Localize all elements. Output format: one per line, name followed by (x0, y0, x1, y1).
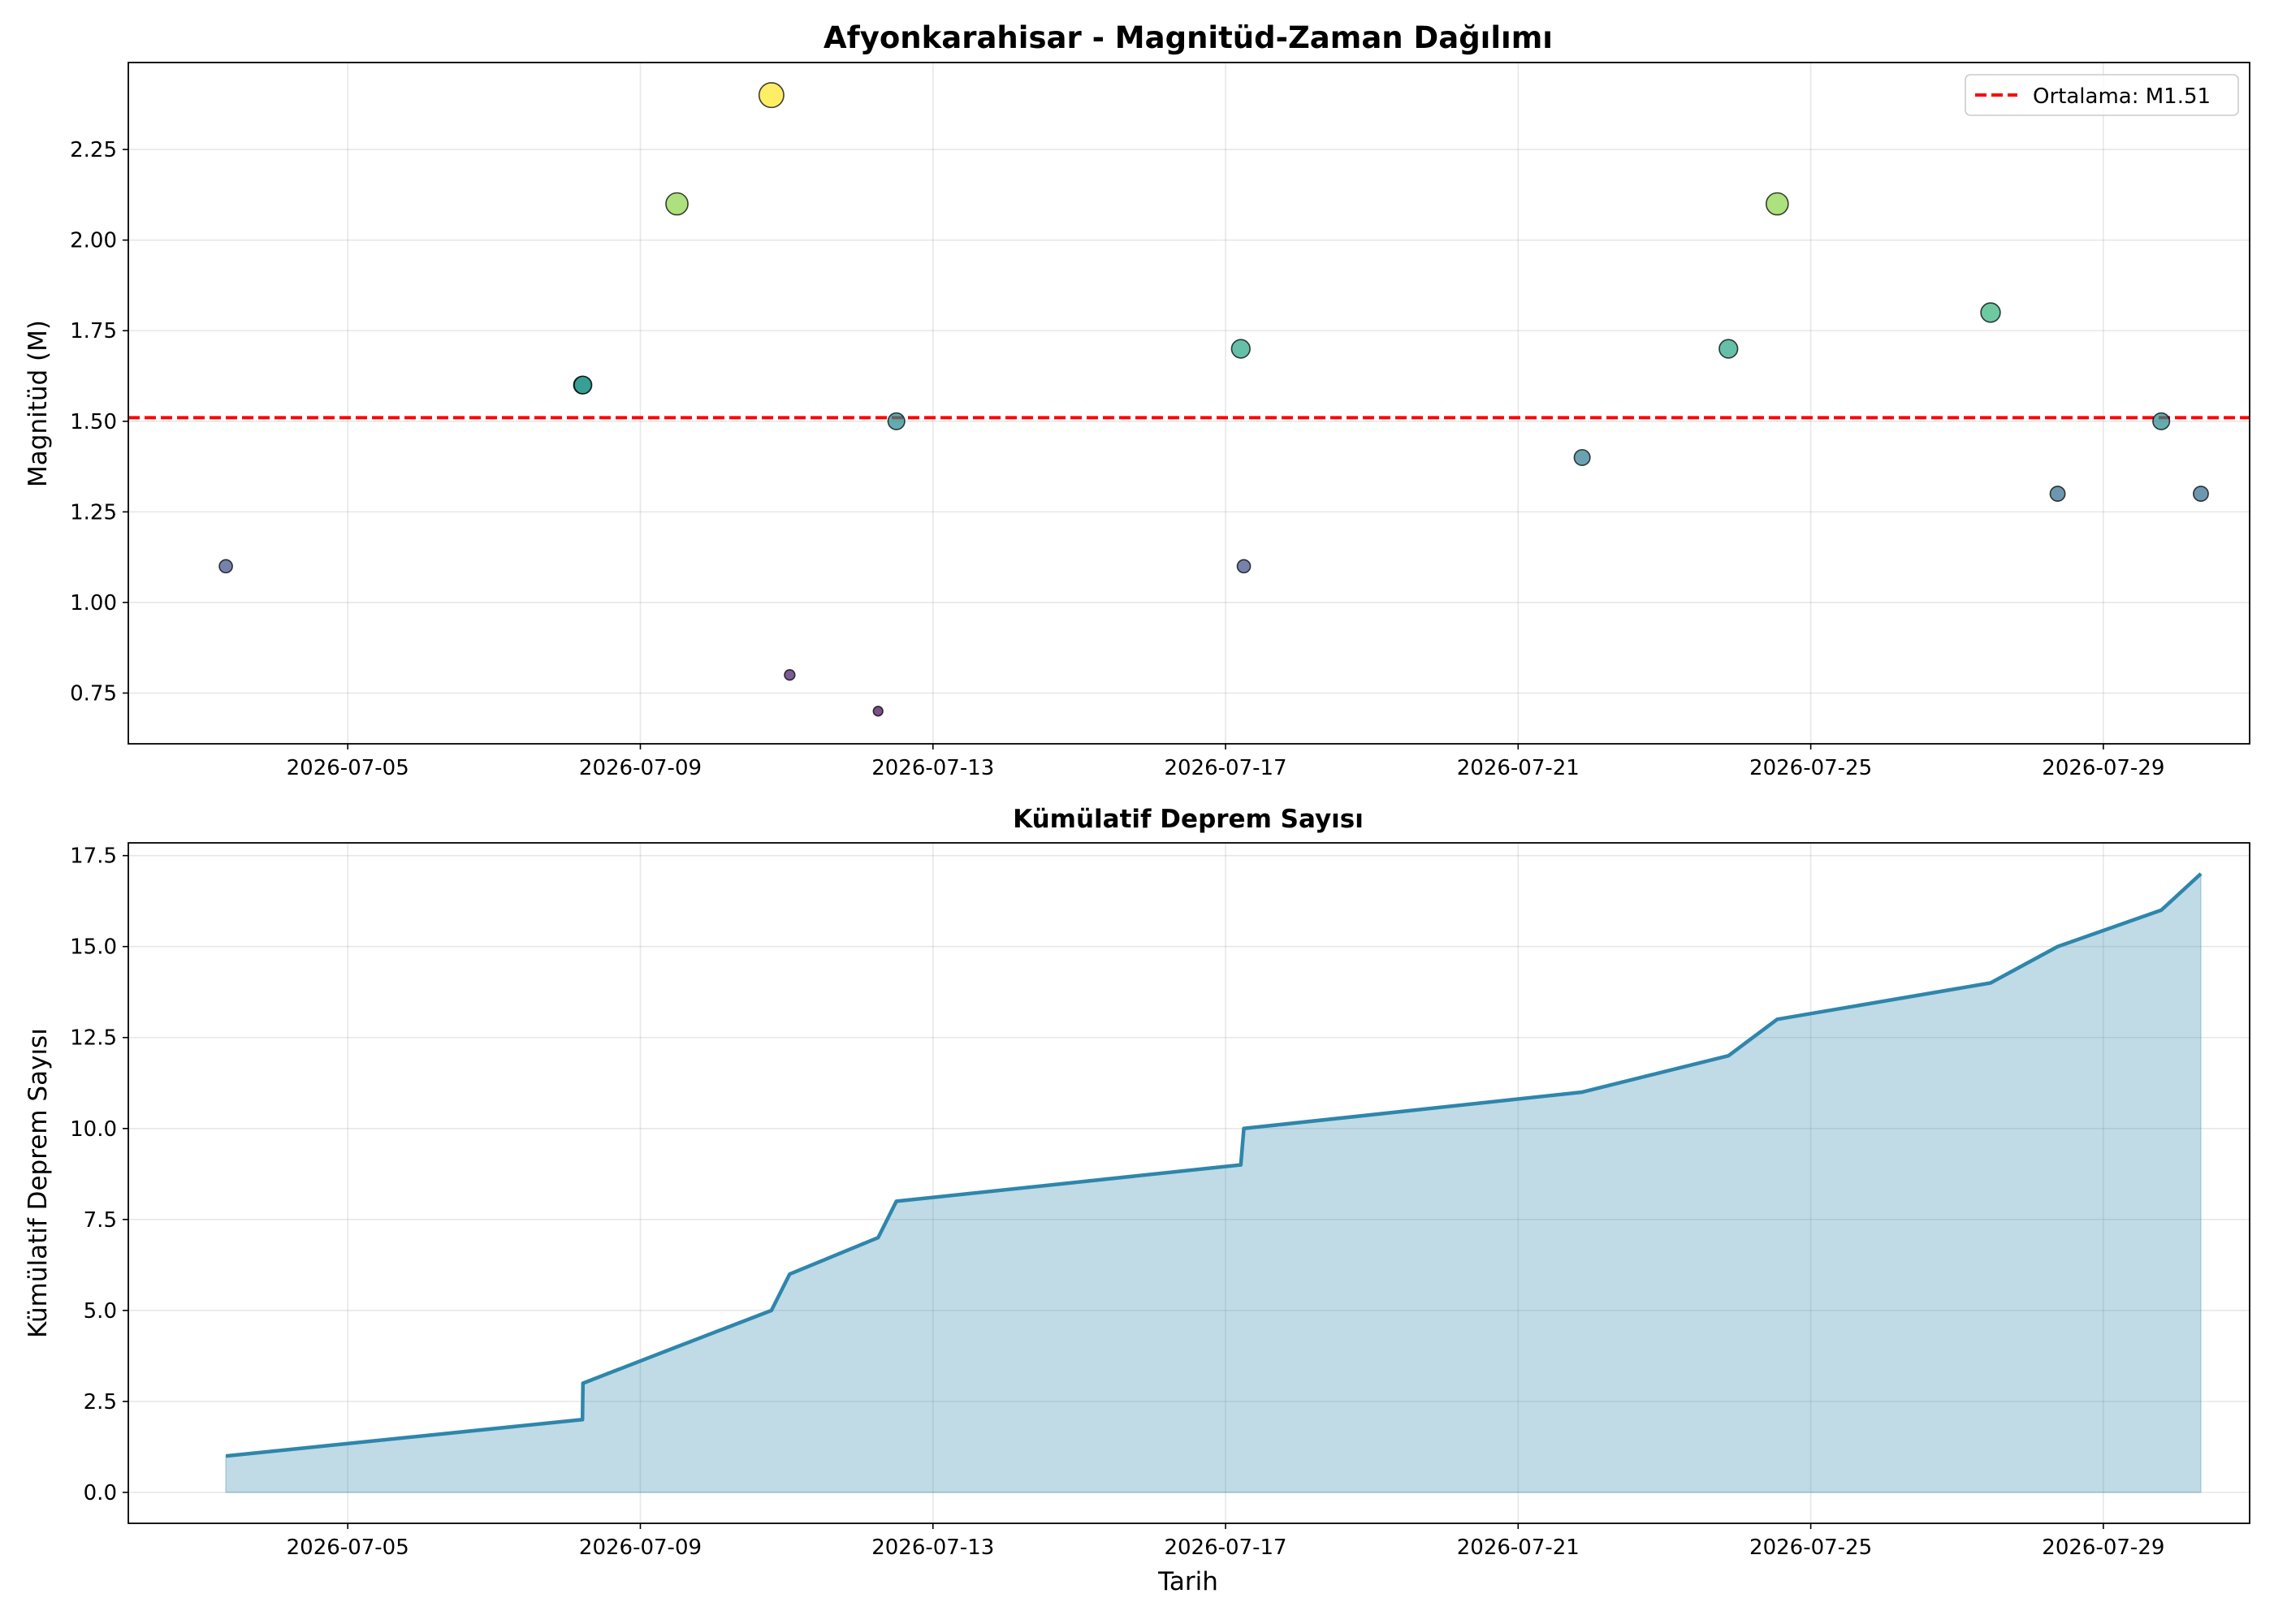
cumulative-plot-frame (128, 842, 2250, 1524)
cumulative-x-axis-label: Tarih (1157, 1567, 1218, 1596)
cumulative-y-tick-label: 17.5 (70, 844, 117, 869)
cumulative-title: Kümülatif Deprem Sayısı (1013, 805, 1364, 834)
legend-box (1965, 74, 2239, 116)
scatter-point (2152, 412, 2171, 430)
scatter-plot-frame (128, 62, 2250, 745)
scatter-x-tick-label: 2026-07-29 (2042, 756, 2164, 780)
scatter-point (1573, 448, 1591, 466)
scatter-point (1230, 339, 1251, 359)
scatter-point (2193, 486, 2209, 503)
scatter-point (1765, 192, 1789, 216)
scatter-x-tick-label: 2026-07-21 (1457, 756, 1580, 780)
scatter-panel: Afyonkarahisar - Magnitüd-Zaman Dağılımı… (24, 20, 2250, 780)
scatter-x-tick-label: 2026-07-05 (287, 756, 409, 780)
scatter-point (1718, 339, 1739, 359)
scatter-points (218, 82, 2209, 717)
cumulative-x-tick-label: 2026-07-25 (1749, 1535, 1872, 1560)
scatter-point (1980, 302, 2001, 323)
legend: Ortalama: M1.51 (1965, 74, 2239, 116)
scatter-x-tick-label: 2026-07-13 (871, 756, 994, 780)
scatter-axes: 2026-07-05 2026-07-09 2026-07-13 2026-07-17… (70, 138, 2164, 780)
scatter-y-tick-label: 1.25 (70, 500, 117, 525)
cumulative-x-tick-label: 2026-07-17 (1164, 1535, 1286, 1560)
cumulative-line (225, 872, 2203, 1458)
cumulative-y-tick-label: 5.0 (84, 1299, 117, 1324)
scatter-grid (128, 63, 2250, 744)
cumulative-x-tick-label: 2026-07-05 (287, 1535, 409, 1560)
cumulative-axes: 2026-07-05 2026-07-09 2026-07-13 2026-07-17… (70, 844, 2164, 1560)
cumulative-x-tick-label: 2026-07-13 (871, 1535, 994, 1560)
cumulative-x-tick-label: 2026-07-29 (2042, 1535, 2164, 1560)
cumulative-y-tick-label: 2.5 (84, 1390, 117, 1415)
cumulative-panel: Kümülatif Deprem Sayısı 2026-07-05 2026-0… (24, 805, 2250, 1596)
cumulative-y-axis-label: Kümülatif Deprem Sayısı (24, 1028, 53, 1338)
scatter-title: Afyonkarahisar - Magnitüd-Zaman Dağılımı (824, 20, 1553, 55)
scatter-y-axis-label: Magnitüd (M) (24, 320, 53, 487)
cumulative-y-tick-label: 10.0 (70, 1117, 117, 1142)
scatter-x-tick-label: 2026-07-17 (1164, 756, 1286, 780)
scatter-point (872, 706, 884, 717)
cumulative-grid (128, 843, 2250, 1523)
scatter-y-tick-label: 1.50 (70, 410, 117, 434)
cumulative-y-tick-label: 15.0 (70, 935, 117, 960)
scatter-y-tick-label: 1.00 (70, 591, 117, 615)
scatter-x-tick-label: 2026-07-09 (579, 756, 702, 780)
cumulative-area-group (225, 872, 2203, 1493)
cumulative-x-tick-label: 2026-07-09 (579, 1535, 702, 1560)
scatter-point (665, 192, 689, 216)
cumulative-y-tick-label: 0.0 (84, 1481, 117, 1505)
legend-mean-label: Ortalama: M1.51 (2033, 84, 2211, 109)
cumulative-y-tick-label: 12.5 (70, 1026, 117, 1051)
scatter-point (573, 375, 593, 395)
scatter-y-tick-label: 2.25 (70, 138, 117, 162)
cumulative-x-tick-label: 2026-07-21 (1457, 1535, 1580, 1560)
scatter-point (758, 82, 785, 109)
scatter-point (2049, 486, 2066, 503)
scatter-y-tick-label: 2.00 (70, 229, 117, 253)
scatter-x-tick-label: 2026-07-25 (1749, 756, 1872, 780)
cumulative-y-tick-label: 7.5 (84, 1208, 117, 1233)
scatter-point (784, 669, 796, 681)
scatter-point (218, 559, 233, 574)
scatter-point (887, 412, 906, 430)
scatter-point (1236, 559, 1252, 574)
scatter-y-tick-label: 0.75 (70, 682, 117, 706)
scatter-y-tick-label: 1.75 (70, 319, 117, 343)
